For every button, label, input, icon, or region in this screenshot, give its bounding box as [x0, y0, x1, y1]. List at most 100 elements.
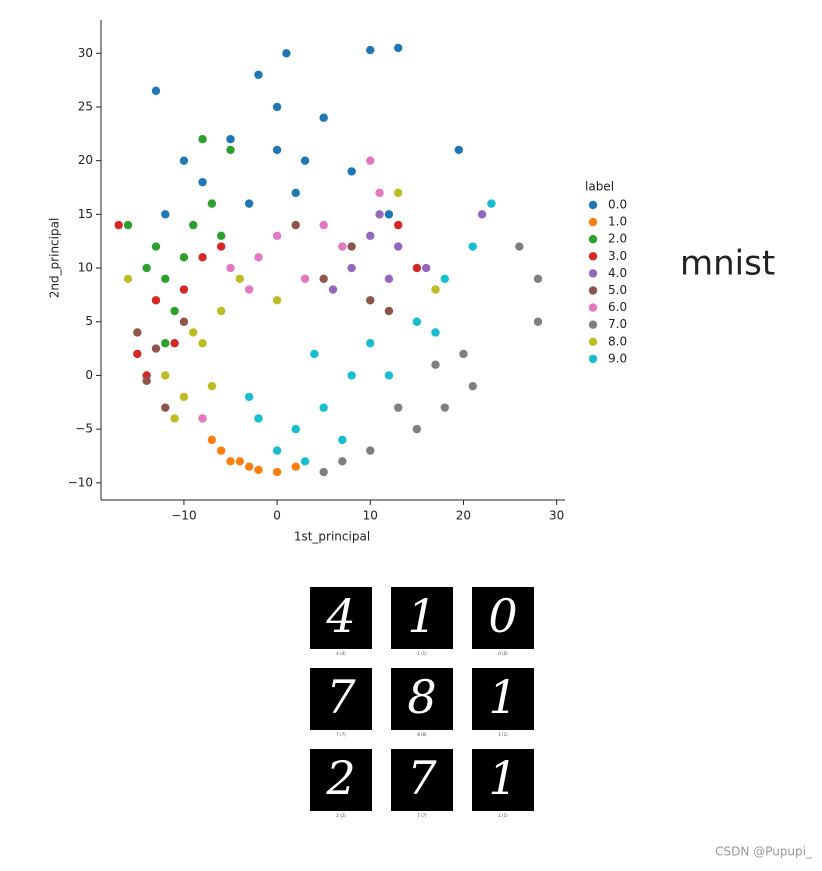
legend-label: 9.0: [608, 351, 627, 365]
digit-image: [310, 668, 372, 730]
point: [468, 381, 477, 391]
legend-marker: [588, 320, 598, 329]
digit-caption: 7 (7): [336, 732, 346, 737]
point: [300, 156, 310, 165]
point: [151, 86, 161, 96]
point: [421, 263, 431, 273]
digit-caption: 1 (1): [417, 651, 427, 656]
point: [282, 49, 291, 58]
point: [272, 145, 282, 155]
point: [170, 414, 179, 423]
digit-image: [391, 587, 453, 649]
point: [179, 317, 189, 326]
point: [189, 220, 198, 230]
y-tick-label: −10: [68, 475, 93, 489]
point: [198, 177, 207, 187]
point: [300, 274, 310, 283]
point: [440, 274, 450, 283]
point: [328, 285, 338, 294]
point: [384, 306, 394, 316]
point: [338, 457, 347, 466]
digit-caption: 7 (7): [417, 813, 427, 818]
point: [254, 70, 263, 79]
point: [477, 210, 487, 219]
point: [454, 145, 463, 155]
point: [440, 403, 450, 412]
legend-label: 2.0: [608, 232, 627, 246]
point: [179, 253, 189, 262]
legend-marker: [588, 303, 598, 312]
point: [216, 231, 226, 241]
digit: 1: [407, 589, 436, 643]
legend-label: 0.0: [608, 198, 627, 212]
point: [384, 210, 394, 219]
point: [431, 285, 440, 294]
point: [291, 188, 300, 198]
point: [468, 242, 477, 251]
y-tick-label: 15: [78, 207, 93, 221]
point: [394, 43, 403, 53]
legend-label: 5.0: [608, 283, 627, 297]
point: [272, 231, 282, 241]
digit-caption: 8 (8): [417, 732, 427, 737]
point: [151, 344, 161, 353]
point: [291, 424, 300, 434]
point: [319, 113, 328, 122]
legend-marker: [588, 235, 598, 244]
legend-marker: [588, 269, 598, 278]
legend-marker: [588, 354, 598, 364]
point: [291, 220, 300, 230]
point: [347, 242, 356, 251]
legend-marker: [588, 337, 598, 346]
point: [384, 371, 394, 380]
legend-label: 3.0: [608, 249, 627, 263]
point: [431, 328, 440, 337]
legend-marker: [588, 217, 598, 227]
y-tick-label: 5: [85, 314, 93, 328]
point: [142, 376, 151, 386]
digit-image: [310, 587, 372, 649]
point: [142, 263, 151, 273]
point: [207, 435, 217, 445]
point: [291, 462, 300, 471]
point: [226, 263, 235, 273]
point: [198, 339, 207, 348]
point: [515, 242, 524, 251]
point: [272, 467, 282, 477]
point: [254, 253, 263, 262]
point: [338, 242, 347, 251]
legend-label: 1.0: [608, 215, 627, 229]
digit-image: [472, 668, 534, 730]
point: [133, 349, 142, 359]
legend-label: 7.0: [608, 317, 627, 331]
point: [216, 306, 226, 316]
point: [151, 242, 161, 251]
point: [235, 457, 245, 466]
point: [347, 371, 356, 380]
point: [179, 285, 189, 294]
digit: 8: [407, 670, 436, 724]
point: [319, 403, 328, 412]
y-tick-label: 30: [78, 46, 93, 60]
point: [161, 274, 170, 283]
digit: 2: [325, 751, 355, 805]
digit-image: [472, 749, 534, 811]
point: [431, 360, 440, 369]
point: [375, 188, 384, 198]
point: [161, 339, 170, 348]
point: [123, 220, 133, 230]
digit-caption: 1 (1): [498, 732, 508, 737]
point: [189, 328, 198, 337]
legend-label: 8.0: [608, 334, 627, 348]
point: [394, 220, 403, 230]
point: [161, 371, 170, 380]
point: [375, 210, 384, 219]
legend-label: 6.0: [608, 300, 627, 314]
x-tick-label: 10: [363, 509, 378, 523]
point: [487, 199, 496, 208]
point: [366, 45, 375, 55]
point: [216, 242, 226, 251]
point: [394, 242, 403, 251]
point: [198, 253, 207, 262]
